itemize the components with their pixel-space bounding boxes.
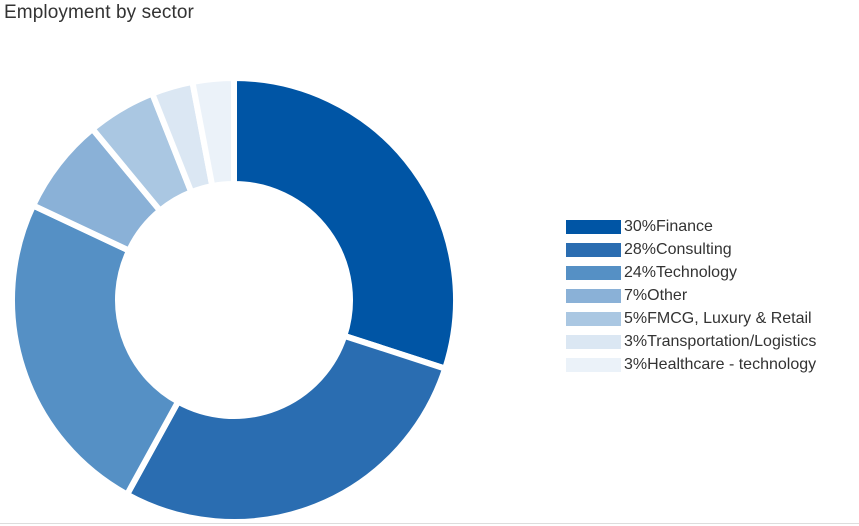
legend-item-4: 7%Other [566, 284, 856, 307]
legend-sector-name: Healthcare - technology [647, 355, 817, 373]
legend-swatch [566, 334, 621, 349]
donut-slice-7 [188, 74, 237, 190]
donut-slice-1 [231, 74, 459, 373]
legend-swatch [566, 219, 621, 234]
legend-percent: 28% [624, 240, 657, 258]
legend-label: 5%FMCG, Luxury & Retail [624, 310, 812, 328]
legend-label: 3%Transportation/Logistics [624, 333, 816, 351]
legend-percent: 5% [624, 309, 648, 327]
legend-label: 24%Technology [624, 264, 737, 282]
legend-percent: 7% [624, 286, 648, 304]
donut-slice-3 [9, 201, 183, 499]
legend-sector-name: Finance [656, 217, 713, 235]
legend-swatch [566, 242, 621, 257]
legend-label: 28%Consulting [624, 241, 732, 259]
legend-item-2: 28%Consulting [566, 238, 856, 261]
legend-item-3: 24%Technology [566, 261, 856, 284]
legend-percent: 30% [624, 217, 657, 235]
legend-swatch [566, 357, 621, 372]
legend-label: 3%Healthcare - technology [624, 356, 816, 374]
legend-swatch [566, 265, 621, 280]
legend-swatch [566, 311, 621, 326]
legend-sector-name: Technology [656, 263, 737, 281]
legend-item-7: 3%Healthcare - technology [566, 353, 856, 376]
legend-label: 30%Finance [624, 218, 713, 236]
legend-sector-name: Transportation/Logistics [647, 332, 817, 350]
legend-sector-name: Consulting [656, 240, 732, 258]
legend-swatch [566, 288, 621, 303]
chart-title: Employment by sector [4, 2, 194, 23]
legend-sector-name: Other [647, 286, 688, 304]
legend-sector-name: FMCG, Luxury & Retail [647, 309, 812, 327]
bottom-divider [0, 523, 859, 524]
legend-percent: 3% [624, 332, 648, 350]
donut-slice-2 [122, 332, 449, 525]
legend-percent: 3% [624, 355, 648, 373]
legend-item-1: 30%Finance [566, 215, 856, 238]
legend-percent: 24% [624, 263, 657, 281]
legend-item-5: 5%FMCG, Luxury & Retail [566, 307, 856, 330]
chart-legend: 30%Finance 28%Consulting 24%Technology 7%Ot… [566, 215, 856, 376]
legend-item-6: 3%Transportation/Logistics [566, 330, 856, 353]
legend-label: 7%Other [624, 287, 687, 305]
